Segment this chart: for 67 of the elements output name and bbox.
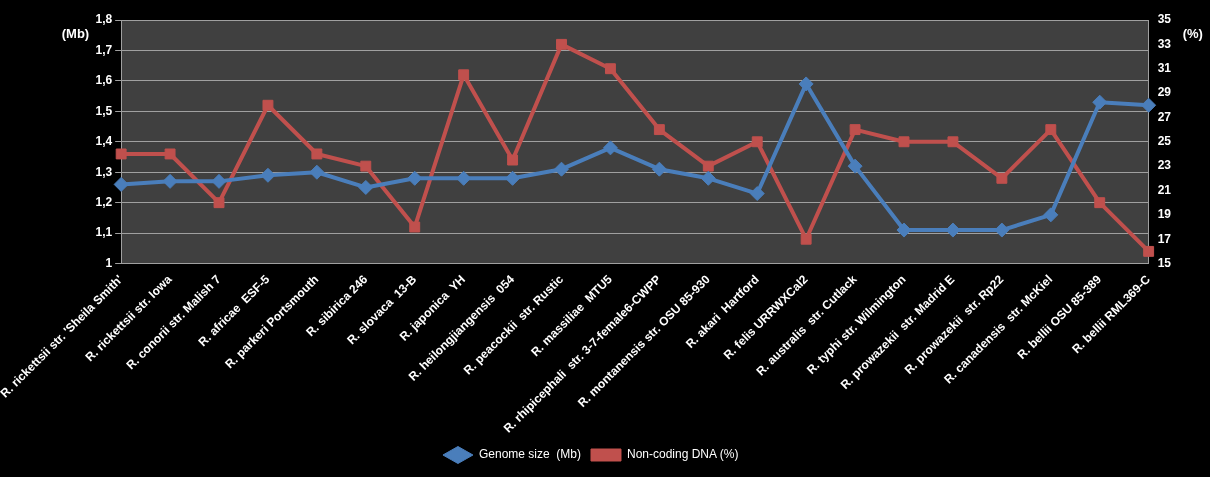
point: [113, 176, 129, 192]
point: [554, 161, 570, 177]
point: [602, 140, 618, 156]
y-tick-label: 1,4: [95, 134, 113, 149]
point: [505, 170, 521, 186]
point: [996, 172, 1008, 184]
point: [358, 179, 374, 195]
point: [702, 160, 714, 172]
y-tick-label: 1,3: [95, 164, 113, 179]
y2-tick-label: 19: [1157, 207, 1172, 222]
point: [456, 170, 472, 186]
point: [556, 38, 567, 50]
y-tick-label: 1,7: [95, 42, 113, 57]
point: [262, 99, 274, 111]
point: [115, 148, 127, 160]
point: [311, 148, 323, 160]
point: [798, 76, 814, 92]
point: [1143, 245, 1155, 257]
y2-tick-label: 15: [1157, 255, 1172, 270]
point: [898, 136, 910, 148]
y2-tick-label: 21: [1157, 182, 1172, 197]
y2-tick-label: 25: [1157, 134, 1172, 149]
point: [1092, 94, 1108, 110]
point: [407, 170, 423, 186]
point: [751, 136, 763, 148]
y-tick-label: 1,2: [95, 194, 113, 209]
point: [700, 170, 716, 186]
point: [211, 173, 227, 189]
legend-label: Non-coding DNA (%): [627, 447, 739, 462]
y2-tick-label: 29: [1157, 85, 1172, 100]
point: [896, 222, 912, 238]
point: [1045, 124, 1057, 136]
point: [847, 158, 863, 174]
point: [360, 160, 372, 172]
y-tick-label: 1,5: [95, 103, 113, 118]
point: [653, 124, 665, 136]
legend-label: Genome size (Mb): [478, 447, 581, 462]
point: [994, 222, 1010, 238]
y2-tick-label: 17: [1157, 231, 1172, 246]
point: [947, 136, 959, 148]
point: [458, 69, 470, 81]
y2-tick-label: 27: [1157, 109, 1172, 124]
point: [651, 161, 667, 177]
y2-tick-label: 33: [1157, 36, 1172, 51]
point: [849, 124, 861, 136]
y-tick-label: 1,8: [95, 12, 113, 27]
point: [1094, 197, 1106, 209]
point: [164, 148, 176, 160]
point: [309, 164, 325, 180]
point: [409, 221, 421, 233]
y2-tick-label: 35: [1157, 12, 1172, 27]
point: [604, 63, 616, 75]
y-axis-title: (Mb): [61, 25, 90, 41]
point: [749, 186, 765, 202]
point: [507, 154, 519, 166]
y-tick-label: 1: [105, 255, 113, 270]
y2-axis-title: (%): [1182, 25, 1203, 41]
y-tick-label: 1,1: [95, 225, 113, 240]
point: [1141, 97, 1157, 113]
point: [800, 233, 812, 245]
point: [1043, 207, 1059, 223]
point: [162, 173, 178, 189]
y2-tick-label: 23: [1157, 158, 1172, 173]
y2-tick-label: 31: [1157, 61, 1172, 76]
point: [213, 197, 225, 209]
point: [260, 167, 276, 183]
y-tick-label: 1,6: [95, 73, 113, 88]
